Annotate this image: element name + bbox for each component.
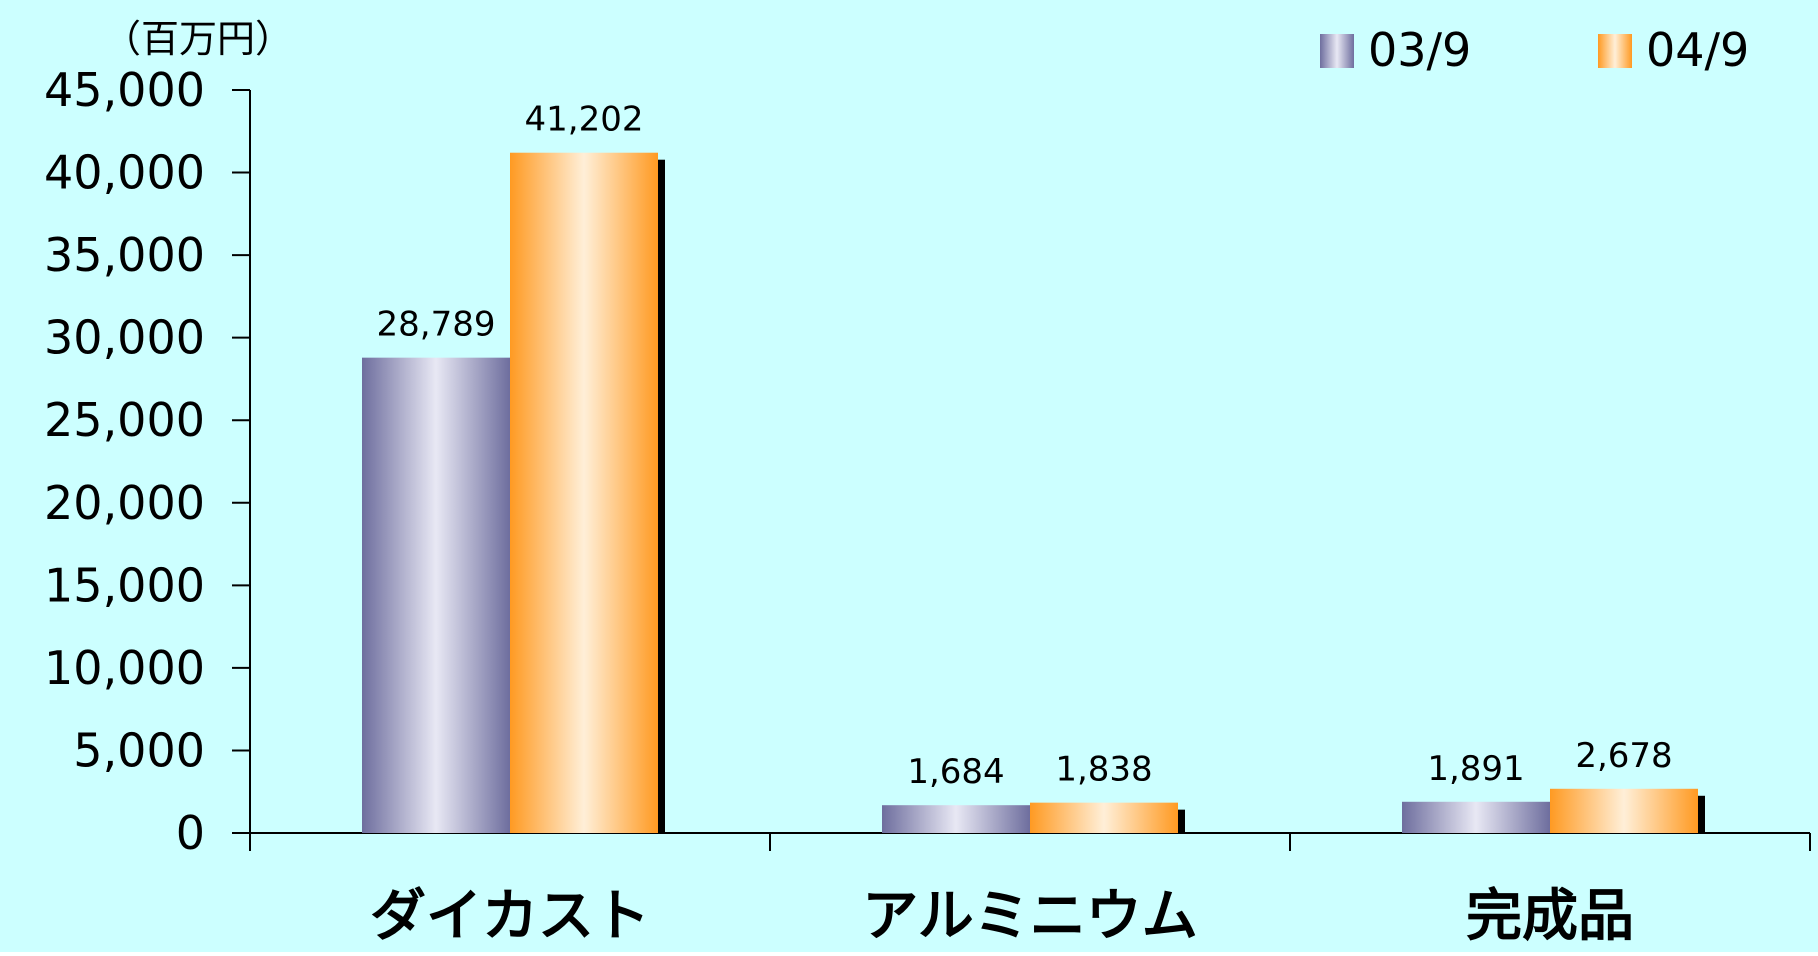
bar-shadow (1178, 809, 1185, 833)
legend-label: 03/9 (1368, 23, 1471, 77)
legend-swatch (1598, 34, 1632, 68)
legend: 03/9 04/9 (1320, 23, 1749, 77)
data-label: 28,789 (377, 305, 496, 345)
x-category-label: アルミニウム (862, 884, 1197, 949)
bar-03-9 (1402, 801, 1550, 833)
x-category-label: ダイカスト (370, 884, 650, 949)
y-tick-label: 0 (176, 806, 205, 860)
y-tick-label: 35,000 (44, 228, 205, 282)
y-tick-label: 40,000 (44, 146, 205, 200)
data-label: 1,838 (1055, 750, 1152, 790)
y-tick-label: 25,000 (44, 393, 205, 447)
bar-shadow (1698, 795, 1705, 833)
unit-label: （百万円） (103, 17, 293, 61)
data-label: 41,202 (525, 100, 644, 140)
data-label: 1,684 (907, 752, 1004, 792)
bar-04-9 (1550, 788, 1698, 833)
data-label: 2,678 (1575, 736, 1672, 776)
y-tick-label: 15,000 (44, 558, 205, 612)
x-category-label: 完成品 (1466, 884, 1634, 949)
bar-shadow (658, 159, 665, 833)
y-tick-label: 10,000 (44, 641, 205, 695)
bar-04-9 (510, 152, 658, 833)
data-label: 1,891 (1427, 749, 1524, 789)
y-tick-label: 5,000 (73, 723, 205, 777)
y-tick-label: 30,000 (44, 311, 205, 365)
bar-03-9 (362, 357, 510, 833)
bar-03-9 (882, 805, 1030, 833)
y-tick-label: 20,000 (44, 476, 205, 530)
bar-04-9 (1030, 802, 1178, 833)
legend-swatch (1320, 34, 1354, 68)
legend-label: 04/9 (1646, 23, 1749, 77)
y-tick-label: 45,000 (44, 63, 205, 117)
